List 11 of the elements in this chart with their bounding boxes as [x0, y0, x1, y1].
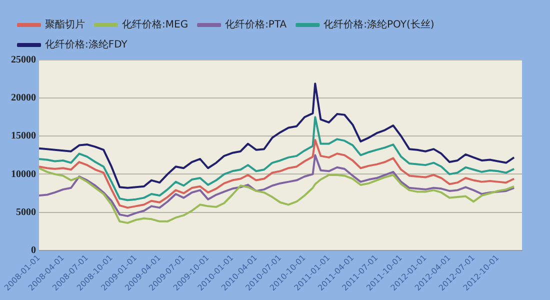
legend-label: 化纤价格:MEG [122, 18, 188, 31]
y-tick-label: 15000 [11, 130, 36, 142]
y-tick-label: 5000 [16, 206, 36, 218]
legend-label: 化纤价格:涤纶POY(长丝) [324, 18, 434, 31]
legend-label: 化纤价格:PTA [225, 18, 287, 31]
y-tick-label: 0 [31, 244, 36, 256]
y-tick-label: 25000 [11, 54, 36, 66]
legend-label: 聚酯切片 [45, 18, 85, 31]
legend-label: 化纤价格:涤纶FDY [45, 38, 128, 51]
y-tick-label: 20000 [11, 92, 36, 104]
y-tick-label: 10000 [11, 168, 36, 180]
